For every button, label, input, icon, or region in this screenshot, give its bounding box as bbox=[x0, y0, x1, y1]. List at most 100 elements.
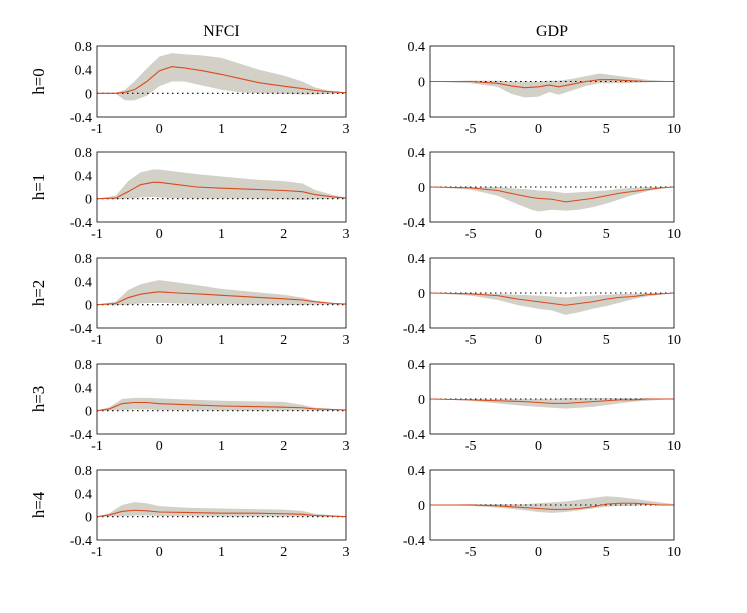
x-tick-label: 0 bbox=[535, 122, 542, 137]
y-tick-label: 0 bbox=[418, 287, 425, 302]
confidence-band bbox=[430, 496, 674, 513]
x-tick-label: 0 bbox=[156, 333, 163, 348]
median-line bbox=[429, 186, 675, 203]
median-line bbox=[429, 398, 674, 404]
x-tick-label: 10 bbox=[667, 227, 681, 242]
x-tick-label: 0 bbox=[156, 439, 163, 454]
median-line bbox=[429, 292, 675, 306]
y-tick-label: 0 bbox=[85, 511, 92, 526]
y-tick-label: 0.8 bbox=[75, 358, 93, 373]
x-tick-label: 0 bbox=[535, 227, 542, 242]
median-line bbox=[96, 181, 347, 200]
confidence-band bbox=[97, 169, 346, 200]
x-tick-label: -1 bbox=[91, 439, 103, 454]
panel-h=4-nfci: 0.8 0.4 0 -0.4-1 0 1 2 3 bbox=[70, 464, 350, 560]
x-tick-label: 0 bbox=[535, 439, 542, 454]
median-line bbox=[96, 401, 347, 412]
y-tick-label: 0.8 bbox=[75, 40, 93, 55]
y-tick-label: 0.8 bbox=[75, 252, 93, 267]
axes-frame bbox=[429, 363, 675, 435]
x-tick-label: -1 bbox=[91, 122, 103, 137]
y-tick-label: 0.4 bbox=[75, 275, 93, 290]
y-tick-label: -0.4 bbox=[70, 111, 92, 126]
panel-h=4-gdp: 0.4 0 -0.4 -5 0 5 10 bbox=[403, 464, 681, 560]
y-tick-label: 0.8 bbox=[75, 146, 93, 161]
x-tick-label: 2 bbox=[280, 439, 287, 454]
y-tick-label: -0.4 bbox=[70, 322, 92, 337]
x-tick-label: 5 bbox=[603, 439, 610, 454]
y-tick-label: -0.4 bbox=[403, 322, 425, 337]
x-tick-label: 5 bbox=[603, 227, 610, 242]
panel-h=1-gdp: 0.4 0 -0.4 -5 0 5 10 bbox=[403, 146, 681, 242]
median-line bbox=[430, 502, 674, 510]
y-tick-label: 0.4 bbox=[408, 40, 426, 55]
median-line bbox=[97, 66, 347, 94]
y-tick-label: -0.4 bbox=[403, 534, 425, 549]
median-line bbox=[96, 509, 347, 518]
y-tick-label: 0 bbox=[85, 87, 92, 102]
x-tick-label: -1 bbox=[91, 227, 103, 242]
x-tick-label: 10 bbox=[667, 122, 681, 137]
x-tick-label: 3 bbox=[343, 227, 350, 242]
x-tick-label: 5 bbox=[603, 122, 610, 137]
x-tick-label: -5 bbox=[465, 333, 477, 348]
panel-h=2-nfci: 0.8 0.4 0 -0.4-1 0 1 2 3 bbox=[70, 252, 350, 348]
y-tick-label: 0 bbox=[418, 499, 425, 514]
y-tick-label: -0.4 bbox=[70, 428, 92, 443]
y-tick-label: -0.4 bbox=[70, 216, 92, 231]
axes-frame bbox=[96, 469, 347, 541]
panel-h=0-nfci: 0.8 0.4 0 -0.4-1 0 1 2 3 bbox=[70, 40, 350, 137]
row-label-h=3: h=3 bbox=[29, 386, 48, 413]
x-tick-label: -1 bbox=[91, 333, 103, 348]
x-tick-label: 5 bbox=[603, 333, 610, 348]
y-tick-label: 0 bbox=[85, 193, 92, 208]
y-tick-label: 0.4 bbox=[408, 146, 426, 161]
x-tick-label: 1 bbox=[218, 227, 225, 242]
x-tick-label: 2 bbox=[280, 545, 287, 560]
axes-frame bbox=[96, 45, 347, 118]
y-tick-label: 0.4 bbox=[75, 487, 93, 502]
axes-frame bbox=[429, 469, 675, 541]
x-tick-label: 0 bbox=[156, 545, 163, 560]
x-tick-label: 3 bbox=[343, 545, 350, 560]
x-tick-label: -5 bbox=[465, 545, 477, 560]
confidence-band bbox=[97, 280, 346, 306]
y-tick-label: 0 bbox=[418, 181, 425, 196]
x-tick-label: 1 bbox=[218, 545, 225, 560]
x-tick-label: 1 bbox=[218, 439, 225, 454]
y-tick-label: -0.4 bbox=[403, 111, 425, 126]
x-tick-label: 1 bbox=[218, 122, 225, 137]
x-tick-label: 3 bbox=[343, 333, 350, 348]
row-label-h=2: h=2 bbox=[29, 280, 48, 307]
y-tick-label: 0 bbox=[85, 299, 92, 314]
x-tick-label: -1 bbox=[91, 545, 103, 560]
panel-h=3-gdp: 0.4 0 -0.4 -5 0 5 10 bbox=[403, 358, 681, 454]
axes-frame bbox=[96, 257, 347, 329]
axes-frame bbox=[429, 45, 675, 118]
row-label-h=0: h=0 bbox=[29, 68, 48, 95]
panel-h=0-gdp: 0.4 0 -0.4 -5 0 5 10 bbox=[403, 40, 681, 137]
column-title-gdp: GDP bbox=[536, 23, 568, 40]
x-tick-label: 0 bbox=[535, 333, 542, 348]
panel-h=2-gdp: 0.4 0 -0.4 -5 0 5 10 bbox=[403, 252, 681, 348]
y-tick-label: 0.4 bbox=[75, 169, 93, 184]
row-label-h=1: h=1 bbox=[29, 174, 48, 201]
x-tick-label: -5 bbox=[465, 227, 477, 242]
x-tick-label: 10 bbox=[667, 439, 681, 454]
x-tick-label: 2 bbox=[280, 333, 287, 348]
x-tick-label: 10 bbox=[667, 333, 681, 348]
y-tick-label: 0.4 bbox=[75, 381, 93, 396]
axes-frame bbox=[96, 151, 347, 223]
y-tick-label: 0.4 bbox=[408, 464, 426, 479]
y-tick-label: 0 bbox=[418, 76, 425, 91]
confidence-band bbox=[97, 53, 346, 101]
x-tick-label: 0 bbox=[156, 122, 163, 137]
y-tick-label: 0.8 bbox=[75, 464, 93, 479]
y-tick-label: -0.4 bbox=[403, 428, 425, 443]
x-tick-label: 3 bbox=[343, 439, 350, 454]
median-line bbox=[96, 291, 347, 306]
median-line bbox=[430, 79, 674, 89]
row-label-h=4: h=4 bbox=[29, 491, 48, 518]
x-tick-label: 2 bbox=[280, 122, 287, 137]
